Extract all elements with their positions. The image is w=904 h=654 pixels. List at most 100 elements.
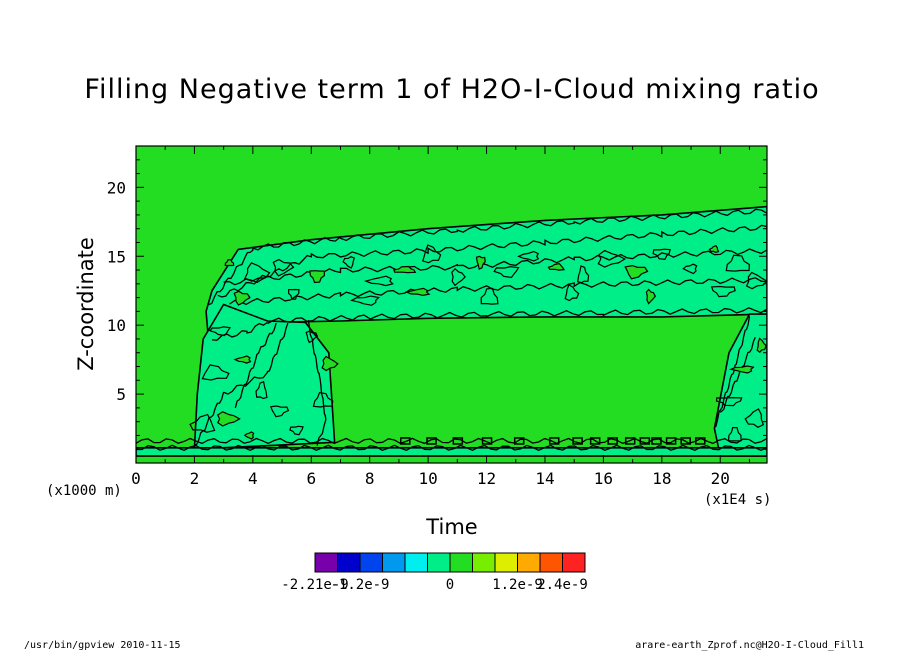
contour-blob bbox=[243, 262, 271, 282]
x-tick-label: 2 bbox=[190, 469, 200, 488]
surface-contour-box bbox=[426, 437, 437, 445]
x-tick-label: 0 bbox=[131, 469, 141, 488]
contour-blob bbox=[597, 249, 627, 268]
contour-blob bbox=[756, 337, 767, 354]
contour-blob bbox=[493, 266, 520, 279]
contour-blob bbox=[727, 427, 742, 442]
contour-line bbox=[267, 307, 767, 325]
x-unit-label: (x1E4 s) bbox=[704, 492, 772, 508]
y-tick-label: 15 bbox=[107, 247, 126, 266]
contour-blob bbox=[652, 248, 671, 261]
contour-blob bbox=[363, 275, 394, 287]
contour-blob bbox=[682, 263, 698, 275]
colorbar-cell bbox=[359, 552, 383, 573]
contour-blob bbox=[201, 364, 230, 381]
footer-command: /usr/bin/gpview 2010-11-15 bbox=[24, 640, 181, 651]
x-tick-label: 16 bbox=[594, 469, 613, 488]
contour-blob bbox=[272, 258, 295, 277]
contour-blob bbox=[233, 290, 251, 306]
y-tick-label: 20 bbox=[107, 178, 126, 197]
contour-blob bbox=[577, 265, 590, 284]
plot-frame bbox=[135, 145, 768, 464]
colorbar-label: -1.2e-9 bbox=[330, 577, 389, 593]
contour-blob bbox=[305, 330, 319, 344]
surface-contour-box bbox=[513, 437, 525, 445]
contour-blob bbox=[564, 283, 580, 302]
contour-blob bbox=[208, 326, 232, 337]
contour-line bbox=[208, 208, 767, 306]
colorbar-cell bbox=[539, 552, 563, 573]
contour-blob bbox=[269, 405, 290, 418]
contour-blob bbox=[189, 413, 216, 433]
surface-contour-box bbox=[572, 437, 583, 445]
contour-line bbox=[234, 322, 277, 409]
colorbar-label: 2.4e-9 bbox=[537, 577, 588, 593]
contour-blob bbox=[725, 254, 750, 272]
contour-blob bbox=[744, 408, 765, 428]
contour-blob bbox=[475, 255, 486, 270]
contour-blob bbox=[517, 250, 540, 262]
colorbar-cell bbox=[449, 552, 473, 573]
y-axis-label: Z-coordinate bbox=[74, 237, 98, 371]
surface-contour-box bbox=[589, 437, 601, 445]
colorbar-label: -2.21e-9 bbox=[281, 577, 348, 593]
y-tick-label: 10 bbox=[107, 316, 126, 335]
contour-line bbox=[713, 316, 751, 428]
contour-blob bbox=[404, 287, 431, 297]
surface-contour-box bbox=[548, 437, 560, 445]
surface-contour-box bbox=[665, 437, 677, 445]
contour-blob bbox=[342, 256, 356, 269]
colorbar-label: 1.2e-9 bbox=[492, 577, 543, 593]
contour-blob bbox=[393, 265, 417, 274]
contour-blob bbox=[710, 285, 736, 298]
contour-blob bbox=[287, 288, 300, 300]
contour-blob bbox=[715, 397, 743, 407]
colorbar-cell bbox=[517, 552, 541, 573]
surface-contour-box bbox=[452, 437, 464, 445]
contour-layer bbox=[136, 205, 767, 457]
colorbar-cell bbox=[404, 552, 428, 573]
contour-blob bbox=[321, 355, 339, 372]
y-unit-label: (x1000 m) bbox=[46, 483, 122, 499]
surface-contour-box bbox=[624, 437, 636, 445]
surface-contour-box bbox=[680, 437, 691, 445]
contour-blob bbox=[216, 411, 241, 427]
contour-blob bbox=[745, 271, 767, 290]
x-tick-label: 12 bbox=[477, 469, 496, 488]
surface-contour-box bbox=[400, 437, 411, 445]
contour-blob bbox=[312, 392, 334, 408]
colorbar-cell bbox=[337, 552, 361, 573]
contour-blob bbox=[350, 295, 380, 306]
surface-contour-box bbox=[607, 437, 618, 445]
x-tick-label: 20 bbox=[711, 469, 730, 488]
contour-blob bbox=[480, 287, 499, 305]
x-tick-label: 4 bbox=[248, 469, 258, 488]
surface-contour-box bbox=[651, 437, 662, 445]
y-tick-label: 5 bbox=[116, 385, 126, 404]
contour-blob bbox=[422, 244, 442, 264]
colorbar-cell bbox=[494, 552, 518, 573]
contour-blob bbox=[289, 425, 304, 436]
x-tick-label: 10 bbox=[418, 469, 437, 488]
colorbar-cell bbox=[472, 552, 496, 573]
x-tick-label: 8 bbox=[365, 469, 375, 488]
contour-blob bbox=[233, 355, 252, 364]
contour-blob bbox=[451, 267, 466, 287]
contour-line bbox=[719, 337, 756, 413]
contour-line bbox=[307, 320, 327, 446]
footer-source: arare-earth_Zprof.nc@H2O-I-Cloud_Fill1 bbox=[635, 640, 864, 651]
surface-contour-box bbox=[695, 437, 706, 445]
x-tick-label: 14 bbox=[535, 469, 554, 488]
x-axis-label: Time bbox=[426, 515, 478, 539]
contour-blob bbox=[309, 270, 326, 284]
x-tick-label: 18 bbox=[652, 469, 671, 488]
surface-contour-box bbox=[639, 437, 651, 445]
contour-line bbox=[217, 224, 767, 298]
colorbar-cell bbox=[562, 552, 586, 573]
contour-blob bbox=[728, 365, 755, 374]
colorbar-cell bbox=[382, 552, 406, 573]
contour-line bbox=[136, 444, 767, 452]
contour-blob bbox=[645, 288, 657, 305]
contour-blob bbox=[547, 262, 566, 271]
